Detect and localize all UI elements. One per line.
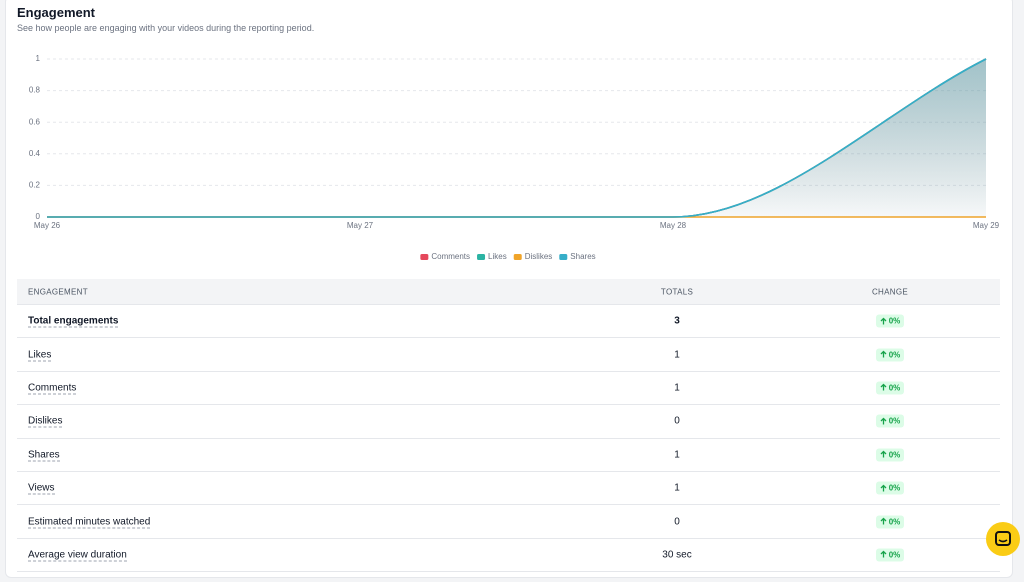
up-arrow bbox=[880, 517, 887, 525]
metric-cell: Shares bbox=[28, 449, 60, 462]
chat-icon bbox=[995, 531, 1011, 546]
change-badge: 0% bbox=[875, 548, 905, 562]
y-tick-label: 0 bbox=[36, 212, 41, 221]
x-tick-label: May 28 bbox=[660, 221, 687, 230]
table-row: Views 1 0% bbox=[17, 472, 1000, 506]
x-tick-label: May 27 bbox=[347, 221, 374, 230]
change-value: 0% bbox=[888, 483, 901, 493]
legend-swatch bbox=[477, 254, 486, 260]
metric-name[interactable]: Dislikes bbox=[28, 415, 63, 428]
series-area bbox=[47, 59, 986, 217]
change-value: 0% bbox=[888, 350, 901, 360]
change-badge: 0% bbox=[875, 448, 905, 462]
y-tick-label: 1 bbox=[36, 54, 41, 63]
metric-name[interactable]: Total engagements bbox=[28, 315, 119, 328]
change-badge: 0% bbox=[875, 481, 905, 495]
y-tick-label: 0.8 bbox=[29, 86, 41, 95]
legend-swatch bbox=[513, 254, 522, 260]
x-tick-label: May 26 bbox=[34, 221, 61, 230]
metric-name[interactable]: Shares bbox=[28, 449, 60, 462]
metric-name[interactable]: Views bbox=[28, 482, 55, 495]
change-value: 0% bbox=[888, 383, 901, 393]
metric-cell: Dislikes bbox=[28, 415, 63, 428]
metric-name[interactable]: Likes bbox=[28, 349, 52, 362]
card-title: Engagement bbox=[17, 5, 96, 20]
y-tick-label: 0.6 bbox=[29, 117, 41, 126]
up-arrow bbox=[880, 450, 887, 458]
chat-button[interactable] bbox=[986, 522, 1020, 556]
y-tick-label: 0.2 bbox=[29, 181, 41, 190]
table-header: ENGAGEMENT TOTALS CHANGE bbox=[17, 279, 1000, 305]
table-row: Estimated minutes watched 0 0% bbox=[17, 505, 1000, 539]
metric-name[interactable]: Estimated minutes watched bbox=[28, 516, 151, 529]
change-value: 0% bbox=[888, 316, 901, 326]
engagement-table: ENGAGEMENT TOTALS CHANGE Total engagements 3… bbox=[17, 279, 1000, 573]
table-row: Average view duration 30 sec 0% bbox=[17, 539, 1000, 573]
change-value: 0% bbox=[888, 550, 901, 560]
metric-cell: Total engagements bbox=[28, 315, 119, 328]
up-arrow bbox=[880, 317, 887, 325]
change-badge: 0% bbox=[875, 348, 905, 362]
up-arrow bbox=[880, 384, 887, 391]
x-tick-label: May 29 bbox=[973, 221, 1000, 230]
metric-cell: Estimated minutes watched bbox=[28, 516, 151, 529]
metric-cell: Comments bbox=[28, 382, 77, 395]
series-line bbox=[47, 58, 987, 218]
legend-label: Likes bbox=[488, 252, 507, 261]
change-badge: 0% bbox=[875, 314, 905, 328]
legend-swatch bbox=[420, 254, 429, 260]
legend: Comments Likes Dislikes Shares bbox=[420, 252, 596, 261]
metric-cell: Likes bbox=[28, 349, 52, 362]
legend-label: Comments bbox=[431, 252, 470, 261]
metric-cell: Average view duration bbox=[28, 549, 127, 562]
change-badge: 0% bbox=[875, 381, 905, 395]
metric-name[interactable]: Comments bbox=[28, 382, 77, 395]
up-arrow bbox=[880, 417, 887, 425]
table-row: Comments 1 0% bbox=[17, 372, 1000, 406]
table-row: Total engagements 3 0% bbox=[17, 305, 1000, 339]
legend-swatch bbox=[559, 254, 568, 260]
change-badge: 0% bbox=[875, 515, 905, 529]
card-subtitle: See how people are engaging with your vi… bbox=[17, 23, 315, 33]
up-arrow bbox=[880, 484, 887, 492]
table-row: Likes 1 0% bbox=[17, 338, 1000, 372]
up-arrow bbox=[880, 350, 887, 358]
change-value: 0% bbox=[888, 450, 901, 460]
up-arrow bbox=[880, 551, 887, 558]
metric-cell: Views bbox=[28, 482, 55, 495]
change-value: 0% bbox=[888, 517, 901, 527]
legend-label: Shares bbox=[570, 252, 595, 261]
change-value: 0% bbox=[888, 416, 901, 426]
chart: 0 0.2 0.4 0.6 0.8 1 May 26 May 27 May 28 May 29 Co… bbox=[29, 54, 1000, 261]
legend-label: Dislikes bbox=[525, 252, 553, 261]
table-row: Shares 1 0% bbox=[17, 439, 1000, 472]
y-tick-label: 0.4 bbox=[29, 149, 41, 158]
change-badge: 0% bbox=[875, 414, 905, 428]
table-row: Dislikes 0 0% bbox=[17, 405, 1000, 439]
header-cell: ENGAGEMENT bbox=[28, 287, 88, 296]
metric-name[interactable]: Average view duration bbox=[28, 549, 127, 562]
